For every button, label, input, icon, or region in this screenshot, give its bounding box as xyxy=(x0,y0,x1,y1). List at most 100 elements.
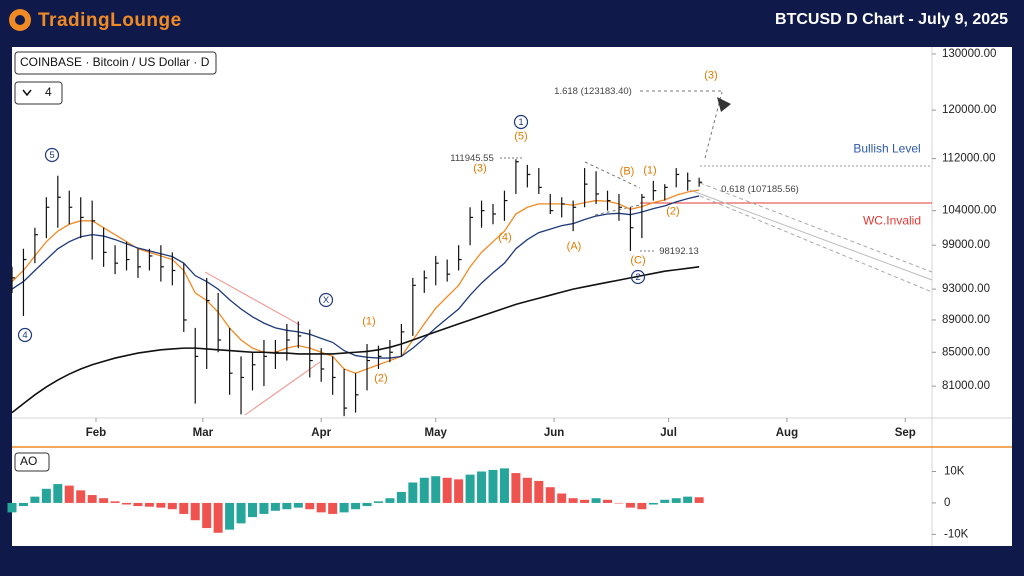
ao-bar xyxy=(431,476,441,503)
x-tick-label: Apr xyxy=(311,427,331,439)
annotation: (2) xyxy=(374,372,387,384)
x-tick-label: Jun xyxy=(544,427,564,439)
channel-line xyxy=(689,189,933,281)
wave-circle xyxy=(17,327,33,343)
wedge-line xyxy=(244,361,321,416)
header-title: BTCUSD D Chart - July 9, 2025 xyxy=(775,11,1008,28)
ao-bar xyxy=(53,484,63,503)
wedge-line xyxy=(204,271,301,326)
chart-area xyxy=(12,47,1012,546)
ao-bar xyxy=(488,469,498,503)
x-tick-label: Jul xyxy=(660,427,677,439)
ao-box xyxy=(14,452,50,472)
ao-bar xyxy=(499,468,509,503)
ao-bar xyxy=(465,474,475,503)
ao-bar xyxy=(534,480,544,503)
wave-circle xyxy=(513,114,529,130)
ao-bar xyxy=(385,498,395,503)
y-tick-label: 85000.00 xyxy=(942,346,990,358)
y-tick-label: 120000.00 xyxy=(942,104,996,116)
annotation: 1 xyxy=(518,117,523,128)
annotation: 4 xyxy=(22,330,27,341)
ao-bar xyxy=(614,502,624,504)
ao-bar xyxy=(637,502,647,510)
annotation: Bullish Level xyxy=(853,142,920,156)
symbol: COINBASE · Bitcoin / US Dollar · D xyxy=(20,55,210,69)
symbol-box[interactable] xyxy=(14,51,217,75)
y-tick-label: 10K xyxy=(944,466,965,478)
ao-bar xyxy=(362,502,372,507)
ao-bar xyxy=(122,502,132,505)
ao-bar xyxy=(156,502,166,508)
ao-bar xyxy=(339,502,349,513)
moving-average xyxy=(11,266,700,414)
y-tick-label: 93000.00 xyxy=(942,283,990,295)
ao-bar xyxy=(660,499,670,503)
ao-bar xyxy=(18,502,28,507)
indicator-toggle[interactable] xyxy=(14,81,63,105)
ao-bar xyxy=(442,477,452,503)
ao-bar xyxy=(603,499,613,503)
annotation: 5 xyxy=(49,150,54,161)
ao-bar xyxy=(522,477,532,503)
annotation: (B) xyxy=(620,165,635,177)
ao-bar xyxy=(293,502,303,508)
ao-bar xyxy=(477,471,487,503)
ao-bar xyxy=(557,493,567,503)
ao-bar xyxy=(373,501,383,503)
annotation: (4) xyxy=(498,231,511,243)
ao-bar xyxy=(41,488,51,503)
brand: TradingLounge xyxy=(38,10,182,31)
ao-bar xyxy=(7,502,17,513)
arrow-head xyxy=(717,97,731,112)
triangle-line xyxy=(584,161,641,189)
annotation: (C) xyxy=(630,254,645,266)
ao-bar xyxy=(202,502,212,529)
ao-bar xyxy=(282,502,292,510)
y-tick-label: -10K xyxy=(944,528,969,540)
annotation: 1.618 (123183.40) xyxy=(554,86,632,97)
ao-bar xyxy=(99,498,109,503)
ao-bar xyxy=(511,473,521,503)
ao-bar xyxy=(316,502,326,513)
ao-bar xyxy=(328,502,338,514)
annotation: (5) xyxy=(514,130,527,142)
ao-bar xyxy=(225,502,235,530)
y-tick-label: 89000.00 xyxy=(942,314,990,326)
x-tick-label: May xyxy=(425,427,448,439)
ao-bar xyxy=(568,498,578,503)
y-tick-label: 99000.00 xyxy=(942,239,990,251)
ao-bar xyxy=(694,497,704,503)
annotation: (A) xyxy=(567,240,582,252)
ao-bar xyxy=(259,502,269,514)
y-tick-label: 112000.00 xyxy=(942,153,996,165)
ao-bar xyxy=(110,501,120,503)
annotation: (2) xyxy=(666,205,679,217)
ao-bar xyxy=(236,502,246,524)
ao-bar xyxy=(545,487,555,503)
ao-bar xyxy=(87,495,97,503)
y-tick-label: 81000.00 xyxy=(942,380,990,392)
annotation: (3) xyxy=(704,69,717,81)
indicator-count: 4 xyxy=(45,85,52,99)
x-tick-label: Feb xyxy=(86,427,106,439)
logo-icon xyxy=(15,15,25,25)
y-tick-label: 104000.00 xyxy=(942,205,996,217)
ao-bar xyxy=(167,502,177,510)
annotation: 98192.13 xyxy=(659,246,699,257)
ao-bar xyxy=(408,482,418,503)
ao-bar xyxy=(648,502,658,505)
ao-bar xyxy=(580,499,590,503)
triangle-line xyxy=(594,204,641,216)
ao-bar xyxy=(454,479,464,503)
ao-bar xyxy=(76,490,86,503)
ao-bar xyxy=(64,485,74,503)
annotation: X xyxy=(323,295,330,306)
wave-circle xyxy=(630,269,646,285)
ao-bar xyxy=(247,502,257,518)
y-tick-label: 0 xyxy=(944,497,950,509)
annotation: 0.618 (107185.56) xyxy=(721,184,799,195)
x-tick-label: Sep xyxy=(895,427,916,439)
ao-bar xyxy=(179,502,189,514)
